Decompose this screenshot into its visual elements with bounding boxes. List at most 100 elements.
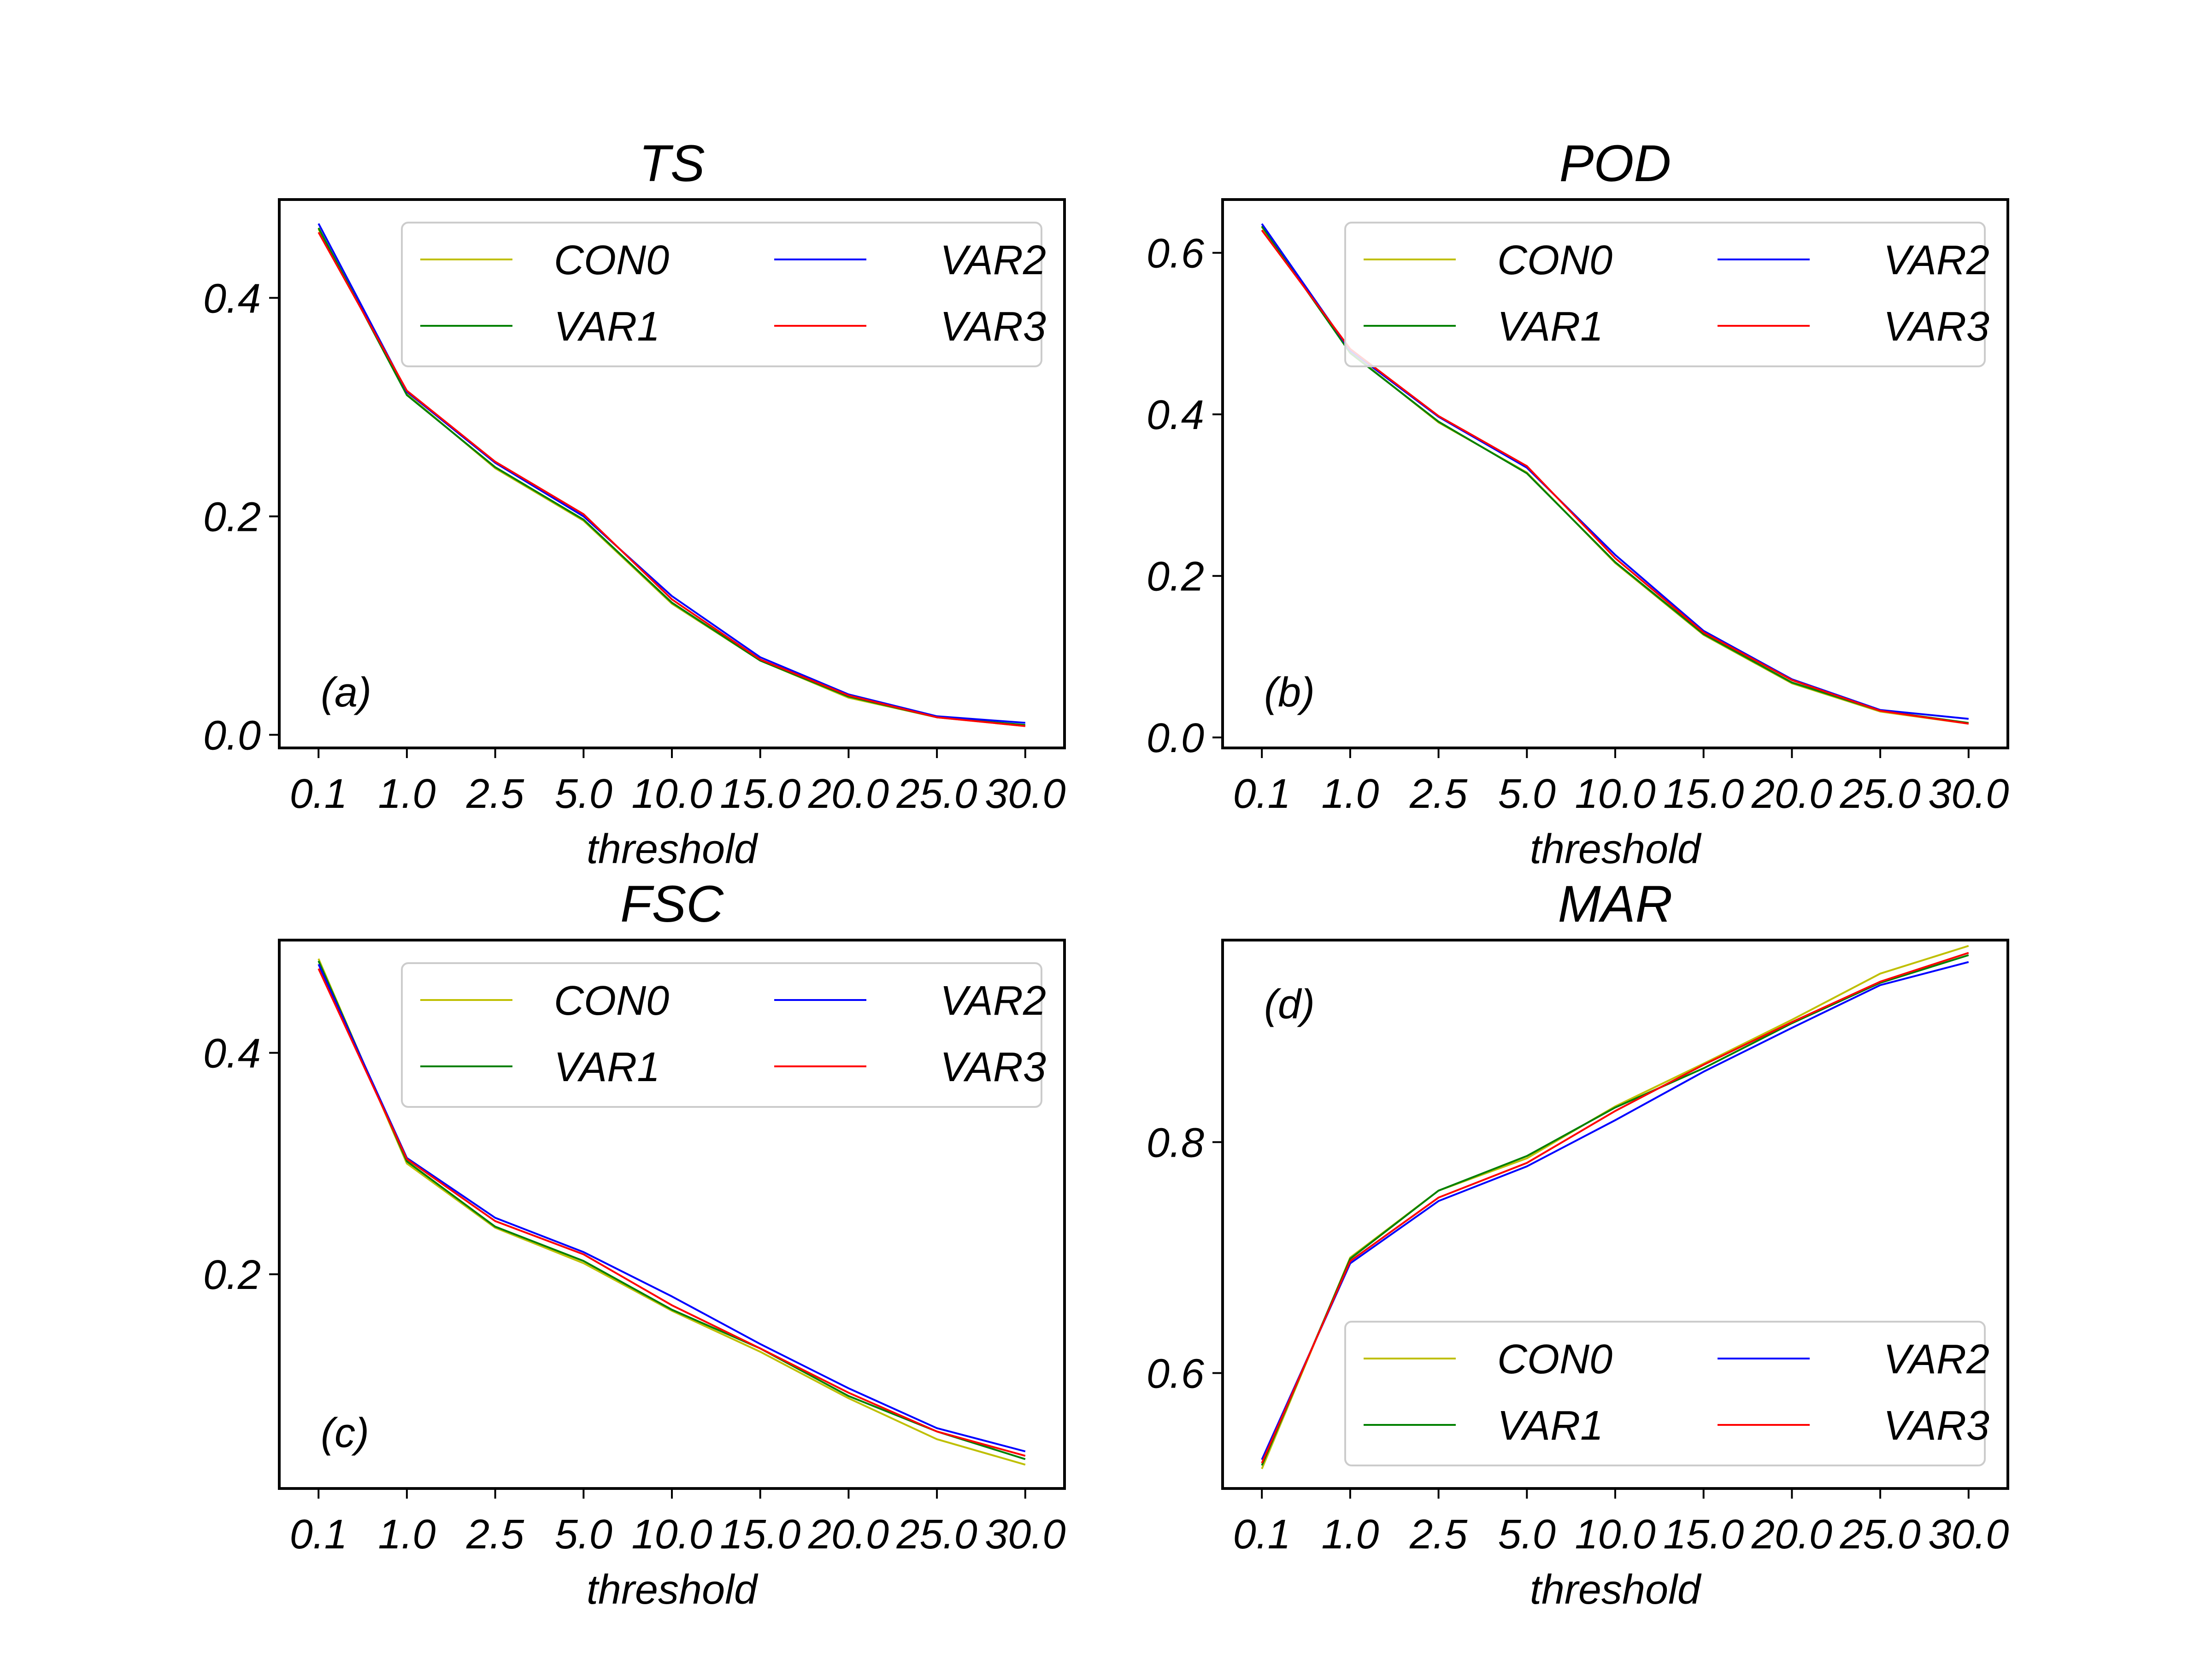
legend-label-var2: VAR2 [1883,237,1989,283]
x-tick-label: 15.0 [1663,1512,1744,1558]
panel-mar: MAR 0.1 1.0 2.5 5.0 10.0 15.0 20.0 25.0 30.0 thres… [1147,875,2009,1613]
x-tick-label: 10.0 [1575,771,1655,817]
legend-label-var1: VAR1 [554,304,660,350]
x-tick-label: 5.0 [1498,771,1556,817]
x-tick-label: 30.0 [985,771,1065,817]
panel-title: POD [1559,135,1671,192]
panel-annotation: (b) [1264,670,1315,716]
panel-ts: TS 0.1 1.0 2.5 5.0 10.0 15.0 20.0 25.0 30.0 thresh… [203,135,1066,872]
x-tick-label: 0.1 [290,771,347,817]
series-line-var1 [1261,954,1969,1466]
plot-frame [1221,939,2009,1490]
panel-pod: POD 0.1 1.0 2.5 5.0 10.0 15.0 20.0 25.0 30.0 thres… [1147,135,2009,872]
x-tick-label: 5.0 [555,1512,612,1558]
legend-label-var1: VAR1 [1497,1403,1603,1449]
x-tick-label: 1.0 [378,771,435,817]
legend-label-var3: VAR3 [1883,304,1989,350]
y-tick-label: 0.6 [1147,231,1205,277]
x-tick-label: 1.0 [1321,771,1379,817]
panel-annotation: (a) [321,670,371,716]
x-tick-label: 15.0 [1663,771,1744,817]
x-tick-label: 2.5 [1409,1512,1468,1558]
x-tick-label: 15.0 [720,1512,800,1558]
y-tick-label: 0.4 [203,1031,261,1077]
x-tick-label: 5.0 [555,771,612,817]
x-axis-label: threshold [1530,1567,1702,1613]
legend-box [401,962,1042,1108]
series-line-var3 [1261,229,1969,725]
legend: CON0 VAR1 VAR2 VAR3 [1344,222,1989,367]
x-tick-label: 25.0 [896,771,977,817]
x-tick-label: 0.1 [1233,1512,1291,1558]
panel-title: MAR [1558,875,1673,933]
x-axis-label: threshold [1530,826,1702,872]
legend-label-var1: VAR1 [1497,304,1603,350]
legend-label-con0: CON0 [554,237,669,283]
series-line-var2 [318,964,1026,1453]
series-line-var3 [1261,952,1969,1464]
x-tick-label: 15.0 [720,771,800,817]
y-tick-label: 0.0 [203,713,261,759]
x-axis-label: threshold [587,1567,759,1613]
legend-box [401,222,1042,367]
series-line-var3 [318,968,1026,1457]
x-tick-label: 25.0 [1840,1512,1921,1558]
y-tick-label: 0.8 [1147,1120,1204,1166]
legend-label-var2: VAR2 [940,978,1046,1024]
series-line-var1 [318,960,1026,1460]
plot-frame [1221,198,2009,749]
x-tick-label: 1.0 [378,1512,435,1558]
panel-title: TS [639,135,705,192]
panel-annotation: (c) [321,1410,369,1456]
y-tick-label: 0.2 [203,494,261,540]
x-tick-label: 30.0 [1928,771,2009,817]
legend-label-con0: CON0 [1497,1336,1612,1382]
series-line-con0 [318,958,1026,1466]
x-tick-label: 30.0 [1928,1512,2009,1558]
x-tick-label: 10.0 [631,771,712,817]
x-tick-label: 25.0 [1840,771,1921,817]
plot-frame [278,198,1066,749]
y-tick-label: 0.2 [203,1252,261,1298]
y-tick-label: 0.2 [1147,554,1204,600]
panel-annotation: (d) [1264,982,1315,1028]
x-tick-label: 5.0 [1498,1512,1556,1558]
legend-label-var3: VAR3 [940,1044,1046,1090]
panel-fsc: FSC 0.1 1.0 2.5 5.0 10.0 15.0 20.0 25.0 30.0 thres… [203,875,1066,1613]
x-tick-label: 2.5 [466,1512,524,1558]
legend-label-var2: VAR2 [1883,1336,1989,1382]
series-line-var3 [318,232,1025,727]
plot-frame [278,939,1066,1490]
legend-label-con0: CON0 [1497,237,1612,283]
x-tick-label: 25.0 [896,1512,977,1558]
panel-title: FSC [620,875,724,933]
x-tick-label: 2.5 [1409,771,1468,817]
legend-box [1344,1321,1986,1466]
x-axis-label: threshold [587,826,759,872]
x-tick-label: 10.0 [631,1512,712,1558]
legend-label-con0: CON0 [554,978,669,1024]
series-line-var2 [1261,961,1969,1460]
legend: CON0 VAR1 VAR2 VAR3 [401,222,1046,367]
y-tick-label: 0.4 [203,276,261,322]
y-tick-label: 0.6 [1147,1351,1205,1397]
x-tick-label: 20.0 [1751,771,1832,817]
legend-label-var3: VAR3 [940,304,1046,350]
x-tick-label: 20.0 [808,1512,889,1558]
x-tick-label: 10.0 [1575,1512,1655,1558]
x-tick-label: 0.1 [290,1512,347,1558]
legend: CON0 VAR1 VAR2 VAR3 [1344,1321,1989,1466]
x-tick-label: 30.0 [985,1512,1065,1558]
legend-box [1344,222,1986,367]
x-tick-label: 20.0 [1751,1512,1832,1558]
legend-label-var3: VAR3 [1883,1403,1989,1449]
x-tick-label: 20.0 [808,771,889,817]
x-tick-label: 1.0 [1321,1512,1379,1558]
x-tick-label: 2.5 [466,771,524,817]
legend-label-var1: VAR1 [554,1044,660,1090]
x-tick-label: 0.1 [1233,771,1291,817]
legend: CON0 VAR1 VAR2 VAR3 [401,962,1046,1108]
legend-label-var2: VAR2 [940,237,1046,283]
y-tick-label: 0.0 [1147,715,1204,761]
